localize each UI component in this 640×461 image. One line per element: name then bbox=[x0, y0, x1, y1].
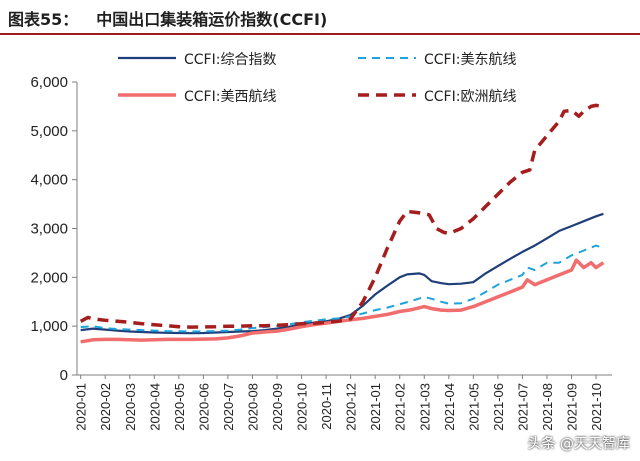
series-line-0 bbox=[80, 212, 604, 335]
x-tick-label: 2021-10 bbox=[589, 383, 604, 431]
y-tick-label: 5,000 bbox=[30, 123, 68, 140]
x-tick-label: 2021-04 bbox=[442, 383, 457, 431]
title-underline bbox=[0, 33, 640, 35]
x-tick-label: 2020-07 bbox=[221, 383, 236, 431]
x-tick-label: 2021-01 bbox=[368, 383, 383, 431]
x-tick-label: 2020-06 bbox=[196, 383, 211, 431]
y-tick-label: 2,000 bbox=[30, 269, 68, 286]
series-line-3 bbox=[79, 103, 604, 329]
legend-label-0: CCFI:综合指数 bbox=[184, 52, 276, 68]
legend-label-3: CCFI:欧洲航线 bbox=[424, 89, 516, 105]
x-tick-label: 2020-11 bbox=[319, 383, 334, 430]
legend: CCFI:综合指数 CCFI:美东航线 CCFI:美西航线 CCFI:欧洲航线 bbox=[118, 52, 516, 105]
legend-label-2: CCFI:美西航线 bbox=[184, 89, 276, 105]
x-tick-label: 2021-07 bbox=[515, 383, 530, 431]
y-tick-label: 3,000 bbox=[30, 221, 68, 238]
y-tick-label: 0 bbox=[60, 367, 68, 384]
x-tick-label: 2020-04 bbox=[147, 383, 162, 431]
x-tick-label: 2021-05 bbox=[466, 383, 481, 431]
title-text: 中国出口集装箱运价指数(CCFI) bbox=[96, 10, 328, 29]
x-tick-label: 2021-09 bbox=[565, 383, 580, 431]
chart-title: 图表55： 中国出口集装箱运价指数(CCFI) bbox=[8, 6, 327, 30]
x-tick-label: 2020-08 bbox=[245, 383, 260, 431]
x-tick-label: 2021-06 bbox=[491, 383, 506, 431]
watermark: 头条 @天天智库 bbox=[527, 436, 630, 452]
x-tick-label: 2020-09 bbox=[270, 383, 285, 431]
x-tick-label: 2020-05 bbox=[172, 383, 187, 431]
x-tick-label: 2020-03 bbox=[123, 383, 138, 431]
x-tick-label: 2021-08 bbox=[540, 383, 555, 431]
plot-area bbox=[79, 103, 605, 344]
y-tick-label: 6,000 bbox=[30, 74, 68, 91]
x-tick-label: 2020-02 bbox=[98, 383, 113, 431]
series-line-2 bbox=[80, 258, 605, 344]
x-tick-label: 2020-10 bbox=[295, 383, 310, 431]
x-tick-label: 2020-01 bbox=[74, 383, 89, 431]
x-tick-label: 2021-02 bbox=[393, 383, 408, 431]
x-tick-label: 2020-12 bbox=[344, 383, 359, 431]
legend-label-1: CCFI:美东航线 bbox=[424, 52, 516, 68]
y-axis: 0 1,000 2,000 3,000 4,000 5,000 6,000 bbox=[30, 74, 78, 384]
y-tick-label: 4,000 bbox=[30, 172, 68, 189]
figure-number: 图表55： bbox=[8, 10, 79, 29]
x-tick-label: 2021-03 bbox=[417, 383, 432, 431]
x-axis: 2020-01 2020-02 2020-03 2020-04 2020-05 2020-… bbox=[74, 374, 612, 431]
y-tick-label: 1,000 bbox=[30, 318, 68, 335]
